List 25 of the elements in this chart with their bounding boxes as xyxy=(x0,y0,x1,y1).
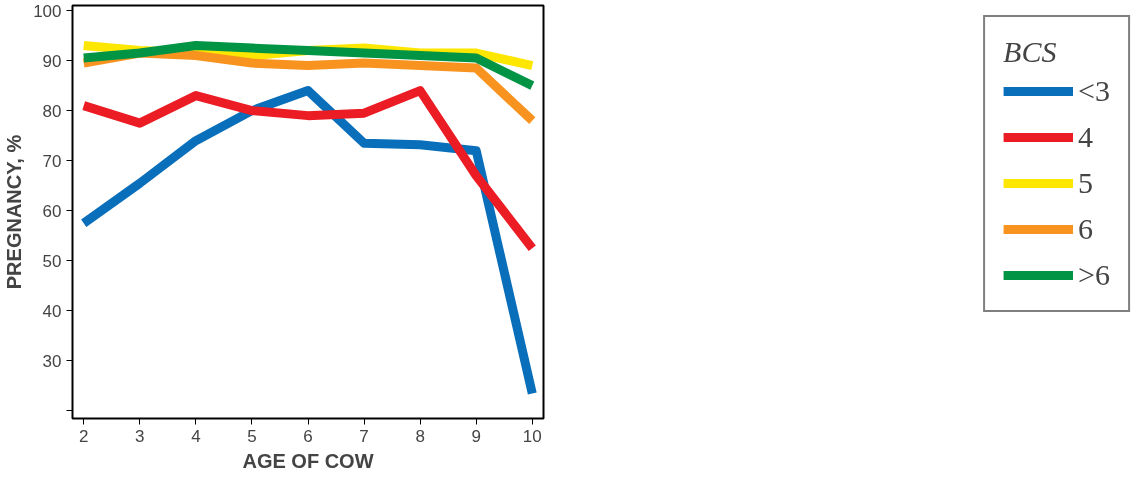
y-tick-label: 50 xyxy=(42,251,62,271)
legend-title: BCS xyxy=(1003,35,1058,69)
y-tick-label: 30 xyxy=(42,351,62,371)
x-tick-label: 8 xyxy=(415,426,425,446)
y-tick-label: 90 xyxy=(42,51,62,71)
legend-label: 4 xyxy=(1078,120,1095,154)
x-axis-title: AGE OF COW xyxy=(242,449,374,472)
y-tick-label: 80 xyxy=(42,101,62,121)
legend-label: 5 xyxy=(1078,166,1095,200)
y-tick-label: 60 xyxy=(42,201,62,221)
y-tick-label: 100 xyxy=(33,1,62,21)
x-tick-label: 5 xyxy=(247,426,257,446)
x-tick-label: 7 xyxy=(359,426,369,446)
y-axis-title: PREGNANCY, % xyxy=(3,134,26,290)
y-tick-label: 40 xyxy=(42,301,62,321)
x-tick-label: 3 xyxy=(135,426,145,446)
x-tick-label: 10 xyxy=(522,426,542,446)
x-tick-label: 2 xyxy=(78,426,89,446)
y-tick-label: 70 xyxy=(42,151,62,171)
legend-label: >6 xyxy=(1078,258,1110,292)
legend-label: <3 xyxy=(1078,74,1110,108)
x-tick-label: 4 xyxy=(191,426,201,446)
x-tick-label: 9 xyxy=(471,426,481,446)
x-tick-label: 6 xyxy=(303,426,313,446)
legend-label: 6 xyxy=(1078,212,1095,246)
